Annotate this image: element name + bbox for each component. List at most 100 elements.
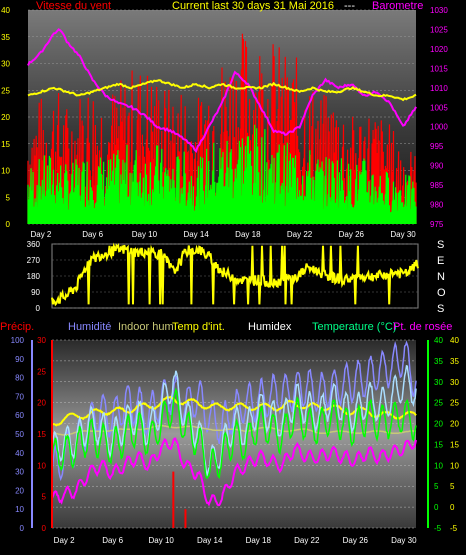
wind-axis-left: 0 5 10 15 20 25 30 35 40: [1, 6, 10, 229]
indoor-temp-tick-label: 10: [450, 461, 459, 470]
humidity-tick-label: 50: [15, 430, 24, 439]
baro-tick-label: 1005: [430, 103, 448, 112]
precip-tick-label: 20: [37, 399, 46, 408]
indoor-temp-tick-label: 30: [450, 378, 459, 387]
humidity-tick-label: 30: [15, 468, 24, 477]
precip-tick-label: 10: [37, 461, 46, 470]
wind-title: Vitesse du vent: [36, 0, 111, 12]
day-tick-label: Day 22: [294, 536, 320, 545]
baro-axis-right: 975 980 985 990 995 1000 1005 1010 1015 1020 1025 1…: [430, 6, 448, 229]
baro-tick-label: 995: [430, 142, 444, 151]
wind-gust-series: [27, 124, 417, 225]
climate-day-axis: Day 2 Day 6 Day 10 Day 14 Day 18 Day 22 Day 26…: [54, 536, 417, 545]
wind-tick-label: 35: [1, 33, 10, 42]
day-tick-label: Day 18: [246, 536, 272, 545]
current-label: Current last 30 days 31 Mai 2016: [172, 0, 334, 12]
baro-title: Barometre: [372, 0, 423, 12]
temperature-tick-label: 35: [434, 357, 443, 366]
precip-tick-label: 5: [42, 493, 47, 502]
day-tick-label: Day 18: [235, 230, 261, 239]
compass-label: N: [437, 271, 445, 283]
humidity-tick-label: 40: [15, 449, 24, 458]
baro-tick-label: 1030: [430, 6, 448, 15]
humidity-tick-label: 90: [15, 355, 24, 364]
direction-series: [51, 242, 419, 307]
legend-precip: Précip.: [0, 321, 34, 333]
humidity-tick-label: 20: [15, 486, 24, 495]
humidex-line: [51, 364, 417, 478]
climate-axes: 0102030405060708090100051015202530-50510…: [11, 336, 460, 533]
day-tick-label: Day 30: [390, 230, 416, 239]
indoor-temp-tick-label: 0: [450, 503, 455, 512]
wind-tick-label: 25: [1, 86, 10, 95]
day-tick-label: Day 26: [343, 536, 369, 545]
temperature-tick-label: 40: [434, 336, 443, 345]
humidity-tick-label: 100: [11, 336, 25, 345]
day-tick-label: Day 26: [339, 230, 365, 239]
precip-bar: [172, 471, 175, 528]
precip-tick-label: 25: [37, 367, 46, 376]
baro-tick-label: 1000: [430, 123, 448, 132]
day-tick-label: Day 22: [287, 230, 313, 239]
wind-tick-label: 40: [1, 6, 10, 15]
wind-tick-label: 5: [6, 193, 11, 202]
direction-axis: 0 90 180 270 360: [27, 240, 41, 313]
day-tick-label: Day 10: [149, 536, 175, 545]
wind-gust-line: [27, 124, 417, 225]
indoor-temp-tick-label: -5: [450, 524, 458, 533]
temperature-tick-label: 25: [434, 399, 443, 408]
temperature-tick-label: 20: [434, 420, 443, 429]
humidity-line: [51, 340, 417, 482]
wind-tick-label: 0: [6, 220, 11, 229]
direction-tick-label: 270: [27, 256, 41, 265]
direction-line: [51, 242, 419, 307]
temperature-tick-label: 5: [434, 482, 439, 491]
legend-humidex: Humidex: [248, 321, 292, 333]
temperature-tick-label: 30: [434, 378, 443, 387]
legend-humidity: Humidité: [68, 321, 111, 333]
humidity-tick-label: 60: [15, 411, 24, 420]
day-tick-label: Day 2: [54, 536, 75, 545]
temperature-tick-label: 15: [434, 440, 443, 449]
baro-tick-label: 1025: [430, 25, 448, 34]
baro-tick-label: 980: [430, 201, 444, 210]
day-tick-label: Day 30: [391, 536, 417, 545]
indoor-temp-tick-label: 5: [450, 482, 455, 491]
wind-tick-label: 20: [1, 113, 10, 122]
temperature-tick-label: 10: [434, 461, 443, 470]
wind-speed-line: [27, 33, 417, 225]
direction-tick-label: 180: [27, 272, 41, 281]
indoor-temp-tick-label: 35: [450, 357, 459, 366]
barometer-average-series: [27, 79, 417, 102]
barometer-average-line: [27, 79, 417, 102]
temperature-tick-label: 0: [434, 503, 439, 512]
day-tick-label: Day 6: [82, 230, 103, 239]
wind-speed-series: [27, 33, 417, 225]
legend-indoor-hum: Indoor hum: [118, 321, 174, 333]
wind-tick-label: 10: [1, 167, 10, 176]
precip-bar: [184, 509, 187, 528]
humidity-tick-label: 80: [15, 374, 24, 383]
baro-tick-label: 1015: [430, 64, 448, 73]
legend-dew: Pt. de rosée: [393, 321, 452, 333]
day-tick-label: Day 14: [183, 230, 209, 239]
barometer-series: [27, 28, 417, 153]
baro-tick-label: 975: [430, 220, 444, 229]
wind-day-axis: Day 2 Day 6 Day 10 Day 14 Day 18 Day 22 Day 26…: [30, 230, 416, 239]
humidity-tick-label: 70: [15, 392, 24, 401]
baro-tick-label: 985: [430, 181, 444, 190]
indoor-temp-tick-label: 40: [450, 336, 459, 345]
indoor-temp-tick-label: 25: [450, 399, 459, 408]
day-tick-label: Day 6: [102, 536, 123, 545]
humidity-tick-label: 10: [15, 505, 24, 514]
baro-tick-label: 1010: [430, 84, 448, 93]
direction-tick-label: 360: [27, 240, 41, 249]
direction-tick-label: 0: [36, 304, 41, 313]
day-tick-label: Day 2: [30, 230, 51, 239]
barometer-line: [27, 28, 417, 153]
baro-tick-label: 1020: [430, 45, 448, 54]
precip-tick-label: 15: [37, 430, 46, 439]
